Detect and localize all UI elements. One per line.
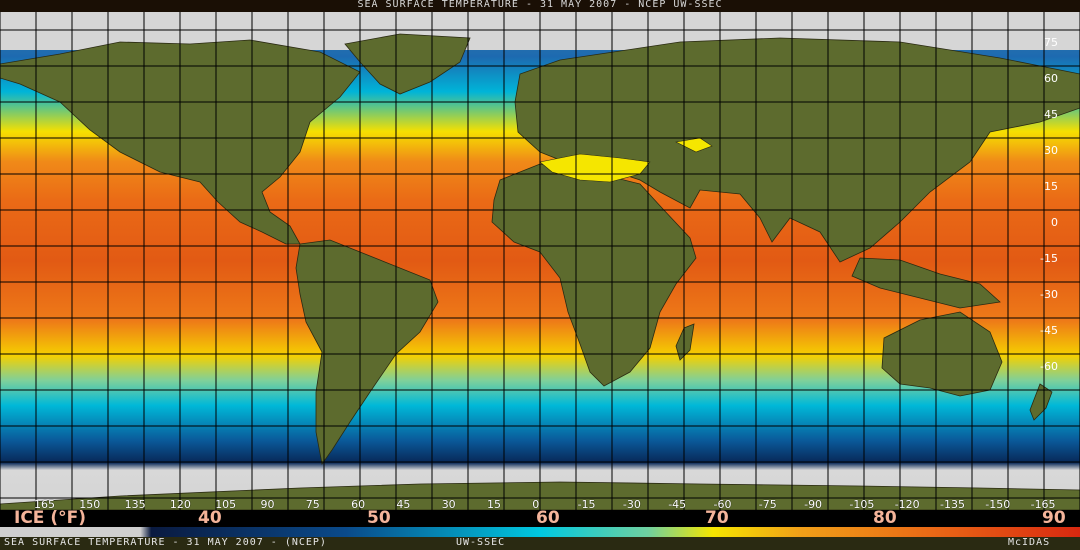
latitude-label: 0 (1051, 216, 1058, 229)
longitude-label: 150 (79, 498, 101, 511)
footer-brand: McIDAS (1008, 537, 1051, 548)
longitude-label: -90 (804, 498, 823, 511)
footer-title: SEA SURFACE TEMPERATURE - 31 MAY 2007 - … (4, 537, 327, 548)
latitude-label: 15 (1044, 180, 1058, 193)
latitude-labels: 75 60 45 30 15 0 -15 -30 -45 -60 (1040, 36, 1058, 373)
scale-value-90: 90 (1042, 508, 1066, 528)
longitude-label: 135 (124, 498, 146, 511)
longitude-label: -105 (849, 498, 875, 511)
longitude-label: 45 (396, 498, 411, 511)
south-america (295, 239, 439, 465)
longitude-label: -120 (894, 498, 920, 511)
longitude-label: -135 (940, 498, 965, 511)
madagascar (675, 323, 695, 361)
latitude-label: -60 (1040, 360, 1058, 373)
scale-value-70: 70 (705, 508, 729, 528)
longitude-label: 105 (215, 498, 237, 511)
longitude-label: 15 (487, 498, 501, 511)
latitude-label: 75 (1044, 36, 1058, 49)
longitude-label: 0 (532, 498, 540, 511)
latitude-label: -30 (1040, 288, 1058, 301)
longitude-label: 165 (34, 498, 55, 511)
map-title: SEA SURFACE TEMPERATURE - 31 MAY 2007 - … (357, 0, 723, 10)
greenland (344, 33, 471, 95)
scale-value-40: 40 (198, 508, 222, 528)
latitude-label: 30 (1044, 144, 1058, 157)
new-zealand (1029, 383, 1053, 421)
latitude-label: 60 (1044, 72, 1058, 85)
longitude-label: 30 (441, 498, 456, 511)
footer-source: UW-SSEC (456, 537, 506, 548)
latitude-label: 45 (1044, 108, 1058, 121)
longitude-labels: 165 150 135 120 105 90 75 60 45 30 15 0 -15 -30 -45 -60… (0, 498, 1080, 512)
longitude-label: 75 (305, 498, 320, 511)
ice-label: ICE (°F) (14, 508, 86, 528)
longitude-label: -45 (668, 498, 687, 511)
longitude-label: -75 (758, 498, 777, 511)
longitude-label: -15 (577, 498, 596, 511)
latitude-label: -45 (1040, 324, 1058, 337)
longitude-label: 120 (169, 498, 191, 511)
scale-value-60: 60 (536, 508, 560, 528)
longitude-label: -30 (622, 498, 641, 511)
color-bar (0, 527, 1080, 537)
longitude-label: -150 (985, 498, 1011, 511)
latitude-label: -15 (1040, 252, 1058, 265)
longitude-label: -165 (1030, 498, 1056, 511)
longitude-label: 60 (351, 498, 366, 511)
scale-value-50: 50 (367, 508, 391, 528)
color-scale-labels: ICE (°F) 40 50 60 70 80 90 (0, 508, 1080, 528)
footer-bar: SEA SURFACE TEMPERATURE - 31 MAY 2007 - … (0, 537, 1080, 550)
graticule (0, 12, 1080, 510)
africa (491, 163, 697, 387)
longitude-label: 90 (260, 498, 275, 511)
scale-value-80: 80 (873, 508, 897, 528)
mediterranean-sea (539, 137, 713, 183)
longitude-label: -60 (713, 498, 732, 511)
title-bar: SEA SURFACE TEMPERATURE - 31 MAY 2007 - … (0, 0, 1080, 12)
